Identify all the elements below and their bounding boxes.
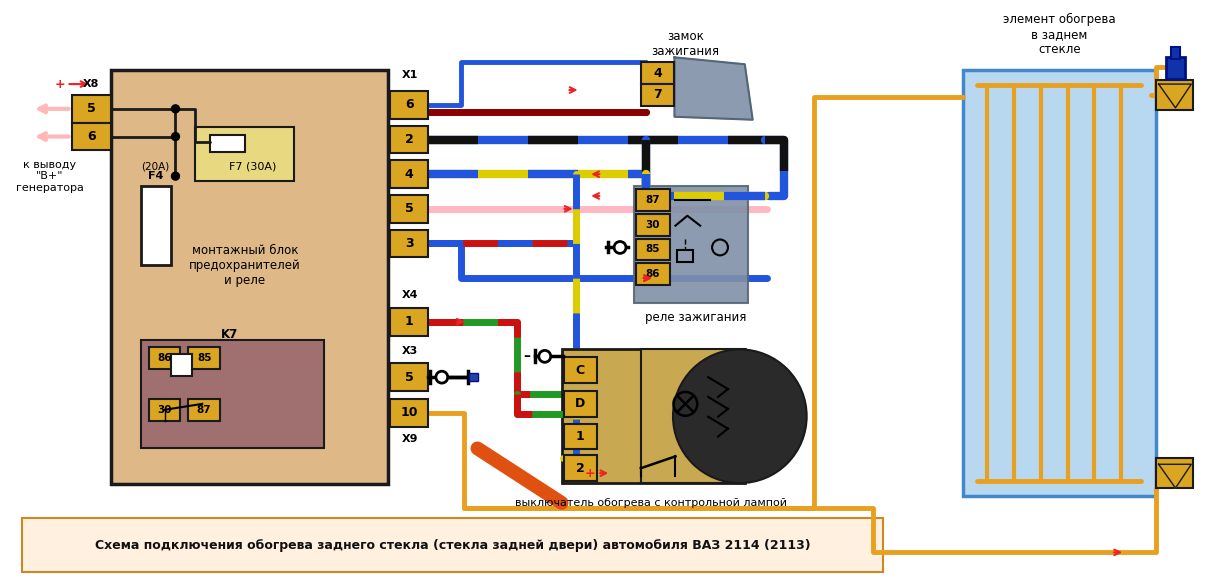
Text: 5: 5 (404, 202, 413, 215)
Bar (1156, 80, 1194, 110)
Bar (562, 349, 744, 483)
Bar (390, 363, 428, 391)
Bar (640, 349, 744, 483)
Bar (677, 251, 693, 262)
Text: X1: X1 (402, 70, 418, 80)
Bar (390, 308, 428, 336)
Bar (72, 95, 111, 122)
Text: Схема подключения обогрева заднего стекла (стекла задней двери) автомобиля ВАЗ 2: Схема подключения обогрева заднего стекл… (95, 539, 810, 552)
Text: 2: 2 (576, 462, 585, 475)
Bar (640, 62, 675, 84)
Bar (141, 339, 324, 448)
Text: 6: 6 (404, 99, 413, 111)
Bar (22, 518, 884, 572)
Bar (563, 357, 598, 383)
Text: 85: 85 (197, 353, 211, 363)
Text: 5: 5 (404, 371, 413, 384)
Bar (963, 70, 1156, 496)
Bar (563, 391, 598, 417)
Text: 10: 10 (401, 406, 418, 419)
Bar (171, 354, 192, 376)
Text: –: – (523, 349, 530, 363)
Bar (188, 399, 220, 421)
Text: K7: K7 (221, 328, 238, 341)
Bar (149, 347, 181, 369)
Bar (210, 135, 244, 152)
Bar (390, 230, 428, 257)
Text: D: D (576, 398, 585, 410)
Polygon shape (1158, 464, 1191, 488)
Text: 87: 87 (197, 405, 211, 415)
Text: 85: 85 (645, 244, 660, 254)
Text: 1: 1 (576, 430, 585, 443)
Polygon shape (1158, 84, 1191, 108)
Circle shape (171, 105, 180, 113)
Text: 30: 30 (158, 405, 172, 415)
Text: F7 (30A): F7 (30A) (229, 161, 276, 171)
Bar (390, 126, 428, 153)
Bar (1166, 57, 1185, 79)
Bar (635, 264, 670, 285)
Text: X9: X9 (402, 434, 418, 444)
Text: X3: X3 (402, 346, 418, 356)
Bar (563, 455, 598, 481)
Text: 5: 5 (87, 103, 95, 115)
Text: X4: X4 (402, 290, 418, 300)
Text: 7: 7 (654, 89, 662, 101)
Circle shape (171, 172, 180, 180)
Text: 87: 87 (645, 195, 660, 205)
Bar (635, 238, 670, 261)
Text: 6: 6 (87, 130, 95, 143)
Text: выключатель обогрева с контрольной лампой: выключатель обогрева с контрольной лампо… (514, 498, 787, 508)
Circle shape (539, 350, 551, 362)
Bar (1156, 458, 1194, 488)
Text: монтажный блок
предохранителей
и реле: монтажный блок предохранителей и реле (189, 244, 301, 287)
Text: к выводу
"В+"
генератора: к выводу "В+" генератора (16, 160, 83, 193)
Text: реле зажигания: реле зажигания (644, 311, 745, 324)
Bar (390, 160, 428, 188)
Text: X8: X8 (83, 79, 99, 89)
Bar (635, 189, 670, 211)
Text: 86: 86 (158, 353, 172, 363)
Text: F4: F4 (148, 171, 164, 181)
Text: +: + (54, 78, 65, 90)
Text: замок
зажигания: замок зажигания (651, 30, 720, 58)
Bar (640, 84, 675, 106)
Bar (390, 91, 428, 119)
Bar (1171, 47, 1180, 59)
Circle shape (171, 132, 180, 141)
Text: 1: 1 (404, 315, 413, 328)
Bar (468, 373, 479, 381)
Circle shape (436, 371, 447, 383)
Polygon shape (675, 57, 753, 120)
Text: +: + (585, 466, 595, 480)
Bar (563, 424, 598, 449)
Text: (20A): (20A) (142, 161, 170, 171)
Bar (141, 186, 171, 265)
Circle shape (615, 241, 626, 254)
Text: 3: 3 (404, 237, 413, 250)
Text: C: C (576, 364, 585, 377)
Bar (111, 70, 389, 484)
Bar (635, 214, 670, 236)
Circle shape (673, 349, 807, 483)
Text: 4: 4 (654, 66, 662, 80)
Bar (634, 186, 748, 303)
Text: элемент обогрева
в заднем
стекле: элемент обогрева в заднем стекле (1003, 13, 1116, 56)
Bar (188, 347, 220, 369)
Text: 4: 4 (404, 168, 413, 181)
Text: 2: 2 (404, 133, 413, 146)
Bar (149, 399, 181, 421)
Bar (390, 195, 428, 223)
Bar (72, 122, 111, 150)
Text: 86: 86 (645, 269, 660, 279)
Bar (196, 127, 295, 181)
Bar (390, 399, 428, 427)
Text: 30: 30 (645, 220, 660, 230)
